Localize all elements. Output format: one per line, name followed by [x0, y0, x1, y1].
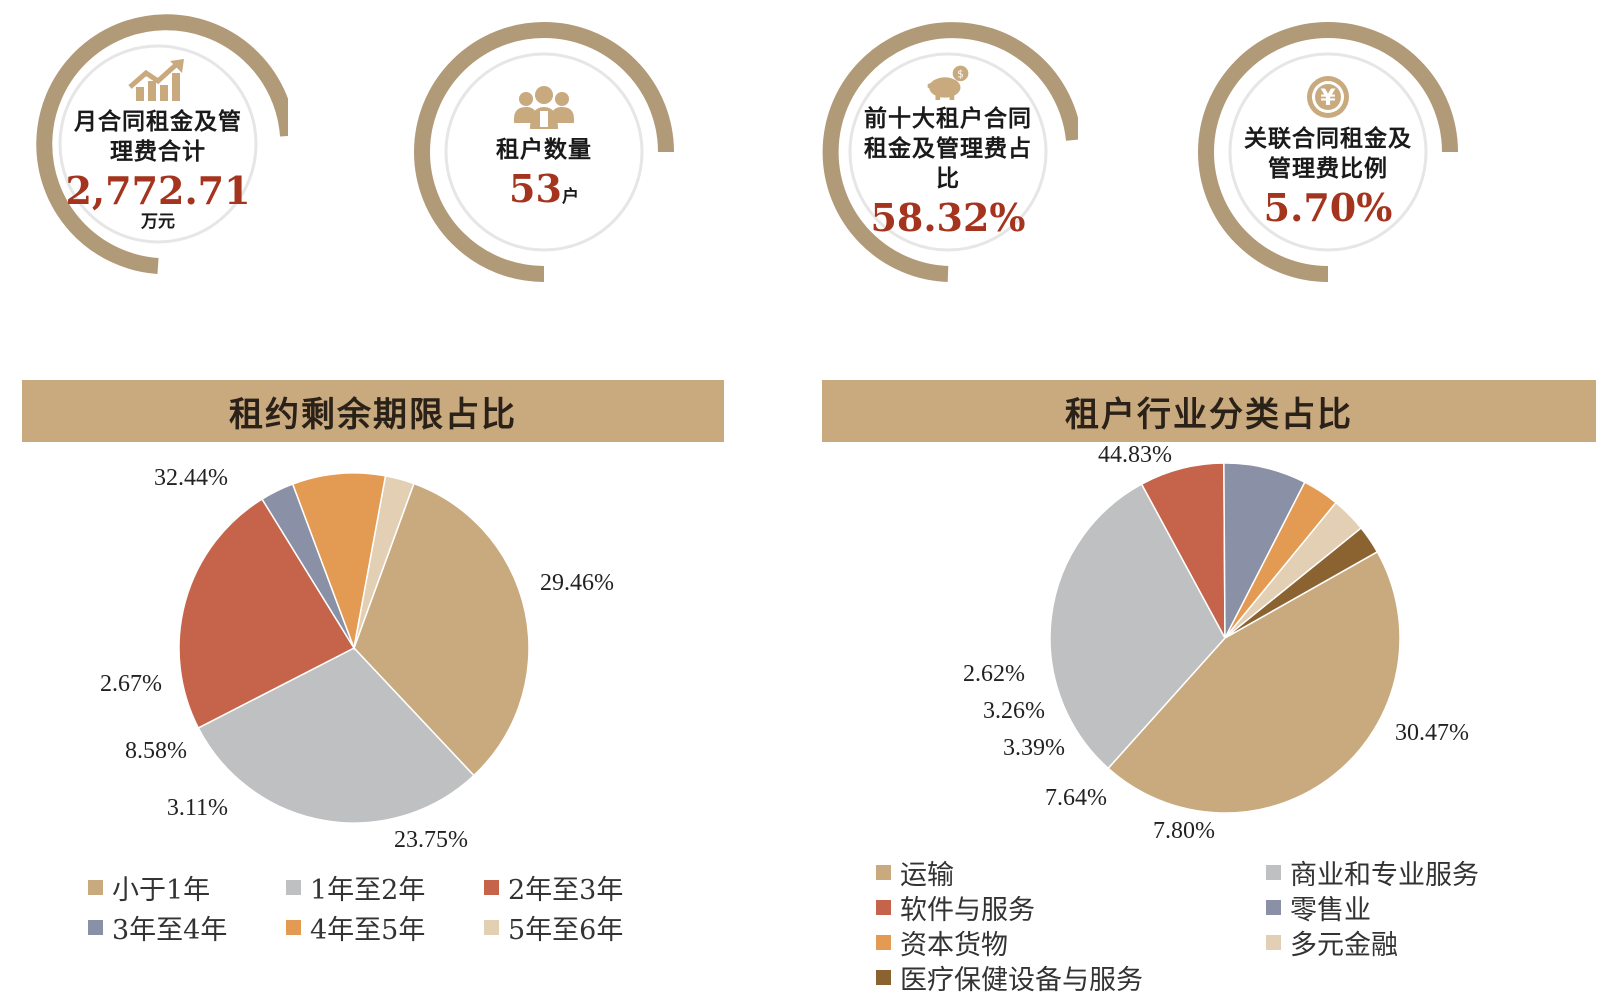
growth-chart-icon	[128, 59, 184, 101]
legend-item-lt-4: 3年至4年	[88, 908, 227, 947]
legend-item-business-services: 商业和专业服务	[1266, 853, 1479, 892]
legend-item-transport: 运输	[876, 853, 954, 892]
legend-item-healthcare: 医疗保健设备与服务	[876, 958, 1143, 997]
legend-swatch	[88, 880, 103, 895]
data-label-lt-2: 29.46%	[540, 570, 614, 596]
legend-swatch	[1266, 900, 1281, 915]
legend-swatch	[484, 920, 499, 935]
kpi-value: 53户	[509, 167, 579, 219]
kpi-ring	[414, 22, 674, 282]
svg-text:$: $	[957, 69, 963, 80]
yuan-coin-icon: ¥	[1307, 76, 1349, 118]
data-label-software: 7.80%	[1153, 818, 1215, 844]
kpi-value-number: 53	[509, 166, 562, 211]
legend-label: 3年至4年	[112, 915, 228, 946]
legend-label: 1年至2年	[310, 875, 426, 906]
legend-item-lt-2: 1年至2年	[286, 868, 425, 907]
legend-label: 5年至6年	[508, 915, 624, 946]
legend-item-capital-goods: 资本货物	[876, 923, 1008, 962]
legend-label: 4年至5年	[310, 915, 426, 946]
piggy-bank-icon: $	[927, 65, 969, 100]
legend-label: 运输	[900, 860, 954, 891]
kpi-value: 58.32%	[870, 195, 1026, 240]
legend-item-lt-5: 4年至5年	[286, 908, 425, 947]
kpi-value: 5.70%	[1263, 185, 1393, 230]
lease-term-chart-title: 租约剩余期限占比	[22, 380, 724, 442]
pie-slice-lt-2	[197, 647, 475, 824]
kpi-label: 前十大租户合同	[864, 105, 1032, 132]
legend-item-diversified-finance: 多元金融	[1266, 923, 1398, 962]
data-label-lt-3: 23.75%	[394, 827, 468, 853]
data-label-business-services: 30.47%	[1395, 720, 1469, 746]
data-label-diversified-finance: 3.26%	[983, 698, 1045, 724]
legend-item-lt-3: 2年至3年	[484, 868, 623, 907]
kpi-related-ratio: ¥ 关联合同租金及 管理费比例 5.70%	[1198, 22, 1458, 282]
kpi-ring	[36, 14, 288, 274]
pie-slice-business-services	[1049, 483, 1226, 770]
legend-swatch	[876, 900, 891, 915]
data-label-retail: 7.64%	[1045, 785, 1107, 811]
legend-label: 软件与服务	[900, 895, 1035, 926]
pie-slice-lt-5	[291, 472, 387, 651]
legend-label: 零售业	[1290, 895, 1371, 926]
legend-swatch	[88, 920, 103, 935]
legend-swatch	[1266, 865, 1281, 880]
people-icon	[514, 86, 574, 129]
legend-item-lt-1: 小于1年	[88, 868, 210, 907]
kpi-label-2: 租金及管理费占比	[864, 135, 1032, 192]
legend-swatch	[484, 880, 499, 895]
legend-swatch	[286, 920, 301, 935]
kpi-monthly-rent: 月合同租金及管 理费合计 2,772.71 万元	[28, 14, 288, 274]
kpi-ring	[1198, 22, 1458, 282]
pie-slice-healthcare	[1224, 526, 1379, 639]
pie-slice-lt-1	[353, 482, 530, 777]
kpi-label: 关联合同租金及	[1244, 125, 1412, 152]
data-label-lt-4: 3.11%	[167, 795, 228, 821]
pie-charts: 32.44% 29.46% 23.75% 3.11% 8.58% 2.67% 44.83%…	[100, 442, 1469, 853]
data-label-lt-1: 32.44%	[154, 465, 228, 491]
legend-item-software: 软件与服务	[876, 888, 1035, 927]
legend-swatch	[1266, 935, 1281, 950]
kpi-value: 2,772.71	[65, 168, 251, 213]
legend-swatch	[286, 880, 301, 895]
kpi-unit: 户	[561, 187, 579, 207]
kpi-tenant-count: 租户数量 53户	[414, 22, 674, 282]
lease-term-pie: 32.44% 29.46% 23.75% 3.11% 8.58% 2.67%	[100, 465, 614, 853]
legend-label: 商业和专业服务	[1290, 860, 1479, 891]
data-label-capital-goods: 3.39%	[1003, 735, 1065, 761]
kpi-label: 租户数量	[496, 136, 592, 163]
pie-slice-lt-6	[353, 474, 415, 649]
kpi-label-2: 管理费比例	[1268, 155, 1388, 182]
legend-label: 多元金融	[1290, 930, 1398, 961]
legend-label: 2年至3年	[508, 875, 624, 906]
data-label-transport: 44.83%	[1098, 442, 1172, 468]
svg-text:¥: ¥	[1320, 86, 1336, 111]
legend-item-retail: 零售业	[1266, 888, 1371, 927]
legend-swatch	[876, 865, 891, 880]
data-label-healthcare: 2.62%	[963, 661, 1025, 687]
kpi-label-2: 理费合计	[110, 138, 206, 165]
legend-label: 资本货物	[900, 930, 1008, 961]
legend-swatch	[876, 970, 891, 985]
kpi-top10-ratio: $ 前十大租户合同 租金及管理费占比 58.32%	[818, 22, 1078, 282]
pie-slice-lt-3	[178, 498, 356, 729]
legend-swatch	[876, 935, 891, 950]
industry-chart-title: 租户行业分类占比	[822, 380, 1596, 442]
data-label-lt-5: 8.58%	[125, 738, 187, 764]
kpi-label: 月合同租金及管	[74, 108, 242, 135]
kpi-ring	[822, 22, 1078, 282]
legend-label: 小于1年	[112, 875, 211, 906]
legend-item-lt-6: 5年至6年	[484, 908, 623, 947]
industry-pie: 44.83% 30.47% 7.80% 7.64% 3.39% 3.26% 2.62%	[963, 442, 1469, 844]
kpi-unit: 万元	[141, 212, 175, 232]
legend-label: 医疗保健设备与服务	[900, 965, 1143, 996]
pie-slice-transport	[1107, 550, 1401, 814]
data-label-lt-6: 2.67%	[100, 671, 162, 697]
